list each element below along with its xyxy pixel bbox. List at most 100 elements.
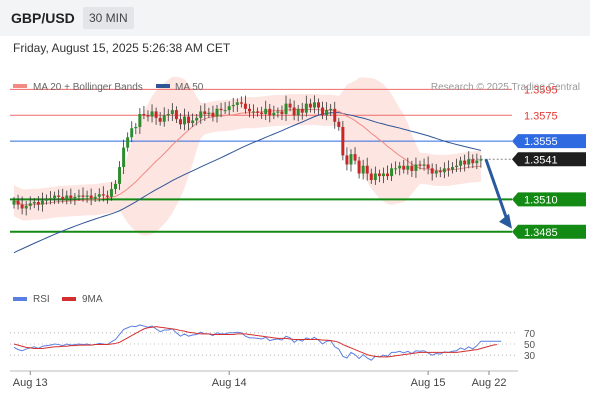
- candle: [463, 160, 467, 165]
- x-tick-label: Aug 13: [13, 377, 48, 389]
- pair-title: GBP/USD: [11, 10, 75, 26]
- legend-swatch-bollinger: [13, 84, 27, 88]
- candle: [390, 168, 394, 177]
- candle: [377, 173, 381, 177]
- candle: [341, 126, 345, 156]
- candle: [130, 128, 134, 138]
- candle: [183, 116, 187, 125]
- candle: [325, 110, 329, 116]
- candle: [414, 164, 418, 171]
- candle: [308, 103, 312, 108]
- candle: [426, 164, 430, 169]
- legend-swatch-ma50: [156, 84, 170, 88]
- candle: [365, 165, 369, 174]
- candle: [479, 159, 483, 161]
- candle: [422, 164, 426, 166]
- legend-swatch-rsi: [13, 297, 27, 301]
- candle: [24, 205, 28, 209]
- candle: [170, 110, 174, 114]
- candle: [446, 168, 450, 170]
- candle: [329, 108, 333, 111]
- price-label-1-3555: 1.3555: [524, 136, 558, 148]
- x-tick-label: Aug 14: [212, 377, 247, 389]
- candle: [430, 168, 434, 174]
- forecast-arrow-shaft: [484, 158, 509, 221]
- candle: [138, 114, 142, 127]
- candle: [166, 114, 170, 116]
- candle: [398, 165, 402, 169]
- candle: [256, 111, 260, 113]
- candle: [16, 200, 20, 205]
- x-tick-label: Aug 15: [411, 377, 446, 389]
- candle: [471, 159, 475, 164]
- candle: [361, 165, 365, 174]
- candle: [134, 126, 138, 129]
- ma50-line: [13, 112, 482, 254]
- candle: [373, 173, 377, 180]
- candle: [231, 104, 235, 107]
- ma20-line: [13, 108, 481, 206]
- datetime-label: Friday, August 15, 2025 5:26:38 AM CET: [13, 41, 231, 55]
- candle: [296, 108, 300, 116]
- candle: [162, 115, 166, 122]
- rsi-tick-30: 30: [524, 351, 536, 362]
- candle: [243, 103, 247, 109]
- candle: [264, 108, 268, 114]
- legend-label-rsi: RSI: [33, 294, 50, 305]
- candle: [252, 111, 256, 113]
- price-tag-1-3555: [512, 134, 586, 149]
- candle: [337, 121, 341, 127]
- candle: [118, 167, 122, 184]
- candle: [81, 195, 85, 197]
- rsi-line: [13, 324, 502, 361]
- candle: [353, 154, 357, 161]
- candle: [122, 147, 126, 168]
- timeframe-button[interactable]: 30 MIN: [83, 7, 134, 29]
- candle: [260, 112, 264, 114]
- price-tag-1-3510: [512, 192, 586, 207]
- watermark: Research © 2025 Trading Central: [431, 82, 580, 93]
- candle: [219, 108, 223, 111]
- candle: [381, 173, 385, 177]
- candle: [150, 111, 154, 117]
- candle: [142, 114, 146, 116]
- candle: [450, 167, 454, 170]
- candle: [312, 102, 316, 108]
- candle: [203, 111, 207, 114]
- candle: [114, 183, 117, 190]
- candle: [61, 196, 65, 200]
- candle: [65, 195, 69, 200]
- candle: [44, 199, 48, 201]
- candle: [223, 110, 227, 112]
- candle: [410, 165, 414, 171]
- candle: [402, 165, 406, 170]
- candle: [455, 165, 459, 168]
- candle: [93, 196, 97, 199]
- candle: [109, 189, 113, 197]
- candle: [345, 155, 349, 165]
- price-label-1-3575: 1.3575: [524, 110, 558, 122]
- candle: [300, 108, 304, 113]
- candle: [434, 170, 438, 174]
- x-tick-label: Aug 22: [472, 377, 507, 389]
- candle: [247, 108, 251, 112]
- candle: [386, 173, 390, 177]
- candle: [154, 111, 158, 118]
- candle: [369, 173, 373, 180]
- candle: [40, 200, 44, 205]
- candle: [438, 170, 442, 173]
- candle: [97, 194, 101, 197]
- candle: [77, 195, 81, 197]
- candle: [89, 195, 93, 199]
- candle: [442, 168, 446, 173]
- candle: [73, 196, 77, 199]
- candle: [333, 108, 337, 122]
- price-label-1-3595: 1.3595: [524, 84, 558, 96]
- candle: [235, 102, 239, 105]
- candle: [276, 111, 280, 113]
- candle: [207, 112, 211, 114]
- candle: [288, 103, 292, 108]
- legend-label-ma50: MA 50: [175, 82, 204, 93]
